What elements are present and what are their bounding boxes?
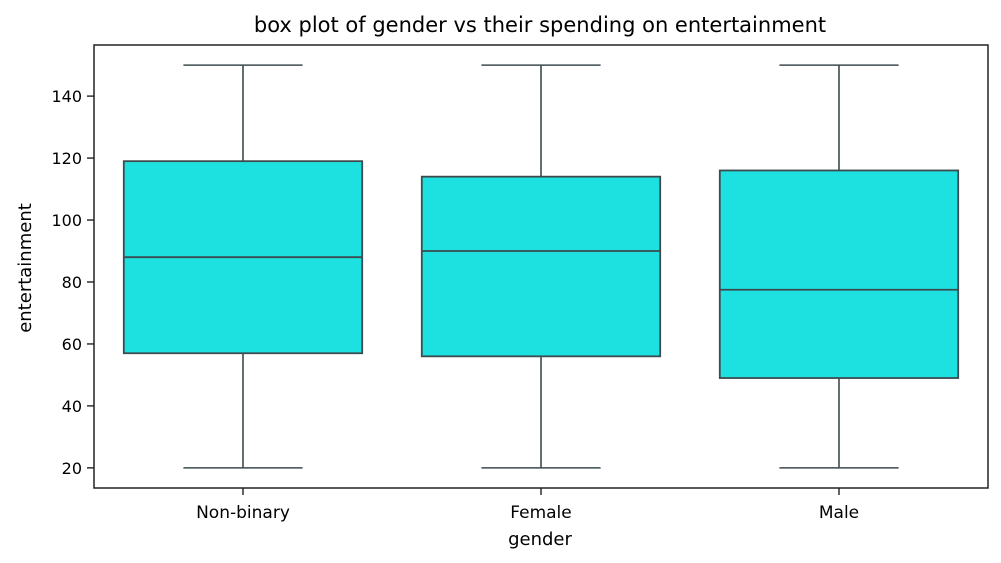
box: [422, 177, 660, 357]
y-axis-label: entertainment: [15, 203, 36, 333]
y-tick-label: 140: [51, 87, 82, 106]
box-group-non-binary: [124, 65, 362, 468]
plot-area: [124, 65, 958, 468]
y-tick-label: 60: [62, 335, 82, 354]
y-tick-label: 80: [62, 273, 82, 292]
x-tick-label: Male: [819, 503, 859, 523]
x-axis-label: gender: [508, 529, 572, 550]
y-tick-label: 40: [62, 397, 82, 416]
x-tick-label: Non-binary: [196, 503, 290, 523]
y-tick-label: 120: [51, 149, 82, 168]
x-tick-label: Female: [510, 503, 571, 523]
box-group-female: [422, 65, 660, 468]
chart-title: box plot of gender vs their spending on …: [254, 13, 826, 37]
x-axis: Non-binary Female Male: [196, 488, 859, 523]
y-tick-label: 20: [62, 459, 82, 478]
box: [720, 170, 958, 378]
y-tick-label: 100: [51, 211, 82, 230]
box-group-male: [720, 65, 958, 468]
y-axis: 20 40 60 80 100 120 140: [51, 87, 94, 478]
